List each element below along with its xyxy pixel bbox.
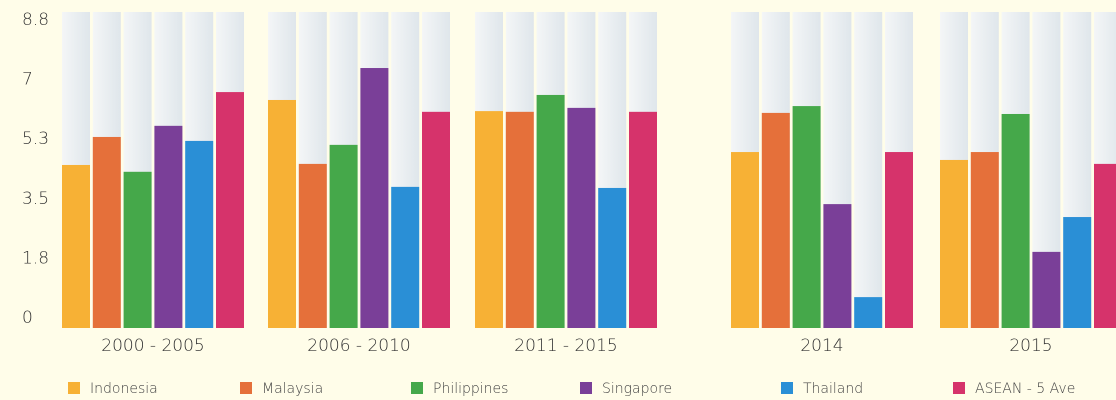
bar: [329, 144, 358, 328]
bar: [1001, 113, 1030, 329]
bar: [970, 152, 999, 328]
bar: [823, 204, 852, 328]
x-tick-label: 2006 - 2010: [307, 336, 410, 356]
legend-label: Indonesia: [90, 381, 158, 397]
legend-label: Thailand: [803, 381, 863, 397]
bar: [761, 112, 790, 329]
bar: [731, 152, 759, 328]
bar: [360, 68, 389, 328]
bar: [475, 111, 503, 328]
y-tick-label: 0: [22, 308, 33, 328]
y-tick-label: 1.8: [22, 248, 49, 268]
y-tick-label: 7: [22, 70, 33, 90]
bar: [298, 163, 327, 328]
bar: [1094, 163, 1116, 328]
legend-swatch: [580, 382, 592, 394]
bar: [536, 94, 565, 328]
bar: [885, 152, 913, 328]
legend-swatch: [953, 382, 965, 394]
bar-background: [854, 12, 883, 328]
y-tick-label: 8.8: [22, 10, 49, 30]
legend-swatch: [411, 382, 423, 394]
legend-label: Singapore: [602, 381, 672, 397]
x-tick-label: 2000 - 2005: [101, 336, 204, 356]
bar: [940, 159, 968, 328]
bar: [268, 99, 296, 329]
bar: [123, 171, 152, 328]
bar: [185, 140, 214, 328]
bar: [567, 107, 596, 328]
legend-swatch: [240, 382, 252, 394]
bar: [154, 125, 183, 328]
bar: [92, 136, 121, 328]
bar: [1032, 251, 1061, 328]
bar: [792, 106, 821, 328]
bar: [598, 187, 627, 328]
x-tick-label: 2011 - 2015: [514, 336, 617, 356]
bar: [216, 92, 244, 328]
bar: [62, 164, 90, 328]
bar: [854, 297, 883, 328]
x-tick-label: 2015: [1009, 336, 1052, 356]
y-tick-label: 3.5: [22, 189, 49, 209]
x-tick-label: 2014: [800, 336, 843, 356]
bar: [391, 186, 420, 328]
bar: [629, 111, 657, 328]
legend-swatch: [68, 382, 80, 394]
bar: [1063, 217, 1092, 328]
y-tick-label: 5.3: [22, 129, 49, 149]
legend-swatch: [781, 382, 793, 394]
legend-label: Philippines: [433, 381, 508, 397]
bar: [505, 111, 534, 328]
legend-label: Malaysia: [262, 381, 323, 397]
legend-label: ASEAN - 5 Ave: [975, 381, 1075, 397]
bar: [422, 111, 450, 328]
